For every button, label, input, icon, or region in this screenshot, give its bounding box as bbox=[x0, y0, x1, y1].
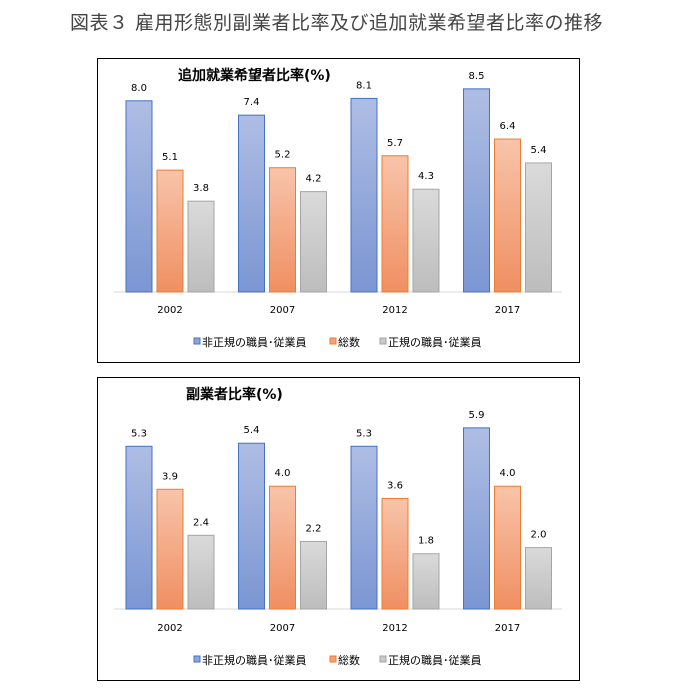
chart-additional-work-desire: 追加就業希望者比率(%) 8.0 5.1 3.8 2002 7.4 5.2 4.2 2007 8.… bbox=[97, 58, 580, 363]
data-label: 5.4 bbox=[244, 425, 260, 436]
data-label: 7.4 bbox=[244, 97, 260, 108]
data-label: 5.4 bbox=[531, 145, 547, 156]
x-tick-label: 2012 bbox=[382, 305, 407, 316]
legend-label: 非正規の職員･従業員 bbox=[202, 335, 307, 349]
bar bbox=[156, 169, 184, 293]
chart-title: 副業者比率(%) bbox=[186, 386, 283, 403]
bar bbox=[187, 534, 215, 610]
bar bbox=[381, 497, 409, 610]
chart-side-job-rate: 副業者比率(%) 5.3 3.9 2.4 2002 5.4 4.0 2.2 2007 5.3 3.6… bbox=[97, 377, 580, 681]
data-label: 5.2 bbox=[275, 150, 291, 161]
data-label: 4.2 bbox=[306, 174, 322, 185]
bar bbox=[187, 200, 215, 293]
chart-title: 追加就業希望者比率(%) bbox=[178, 67, 331, 84]
data-label: 5.9 bbox=[469, 410, 485, 421]
data-label: 8.5 bbox=[469, 71, 485, 82]
bar bbox=[494, 485, 521, 610]
x-tick-label: 2017 bbox=[495, 623, 520, 634]
data-label: 3.6 bbox=[387, 480, 403, 491]
legend-swatch bbox=[193, 337, 201, 345]
bar bbox=[269, 167, 296, 293]
bar bbox=[238, 442, 265, 610]
legend-swatch bbox=[379, 655, 387, 663]
x-tick-label: 2002 bbox=[157, 305, 182, 316]
data-label: 4.3 bbox=[418, 171, 434, 182]
bar bbox=[463, 88, 490, 293]
legend-swatch bbox=[193, 655, 201, 663]
bar bbox=[269, 485, 296, 610]
bar bbox=[350, 445, 378, 610]
bar bbox=[412, 188, 440, 293]
data-label: 1.8 bbox=[418, 536, 434, 547]
data-label: 8.1 bbox=[356, 80, 372, 91]
legend-swatch bbox=[379, 337, 387, 345]
bar bbox=[156, 488, 184, 610]
x-tick-label: 2007 bbox=[270, 623, 295, 634]
x-tick-label: 2007 bbox=[270, 305, 295, 316]
legend-label: 総数 bbox=[338, 335, 360, 349]
bar bbox=[381, 155, 409, 293]
chart-svg: 追加就業希望者比率(%) 8.0 5.1 3.8 2002 7.4 5.2 4.2 2007 8.… bbox=[114, 67, 562, 349]
bar bbox=[300, 540, 327, 610]
data-label: 6.4 bbox=[500, 121, 516, 132]
legend-label: 非正規の職員･従業員 bbox=[202, 653, 307, 667]
x-tick-label: 2002 bbox=[157, 623, 182, 634]
data-label: 8.0 bbox=[131, 83, 147, 94]
bar bbox=[350, 97, 378, 293]
data-label: 2.0 bbox=[531, 530, 547, 541]
x-tick-label: 2012 bbox=[382, 623, 407, 634]
bar bbox=[525, 547, 552, 610]
chart-svg: 副業者比率(%) 5.3 3.9 2.4 2002 5.4 4.0 2.2 2007 5.3 3.6… bbox=[114, 386, 562, 667]
bar bbox=[300, 191, 327, 293]
data-label: 4.0 bbox=[275, 468, 291, 479]
data-label: 5.1 bbox=[162, 152, 178, 163]
bar bbox=[125, 445, 153, 610]
data-label: 3.8 bbox=[193, 183, 209, 194]
bar bbox=[412, 553, 440, 610]
legend-label: 総数 bbox=[338, 653, 360, 667]
bar bbox=[463, 427, 490, 610]
data-label: 2.4 bbox=[193, 517, 209, 528]
legend-label: 正規の職員･従業員 bbox=[388, 335, 482, 349]
bar bbox=[125, 100, 153, 293]
data-label: 5.3 bbox=[356, 428, 372, 439]
x-tick-label: 2017 bbox=[495, 305, 520, 316]
bar bbox=[238, 114, 265, 293]
data-label: 4.0 bbox=[500, 468, 516, 479]
data-label: 5.7 bbox=[387, 138, 403, 149]
bar bbox=[525, 162, 552, 293]
data-label: 3.9 bbox=[162, 471, 178, 482]
bar bbox=[494, 138, 521, 293]
legend-swatch bbox=[329, 337, 337, 345]
legend-label: 正規の職員･従業員 bbox=[388, 653, 482, 667]
figure-title: 図表３ 雇用形態別副業者比率及び追加就業希望者比率の推移 bbox=[70, 12, 604, 34]
legend-swatch bbox=[329, 655, 337, 663]
data-label: 5.3 bbox=[131, 428, 147, 439]
data-label: 2.2 bbox=[306, 523, 322, 534]
